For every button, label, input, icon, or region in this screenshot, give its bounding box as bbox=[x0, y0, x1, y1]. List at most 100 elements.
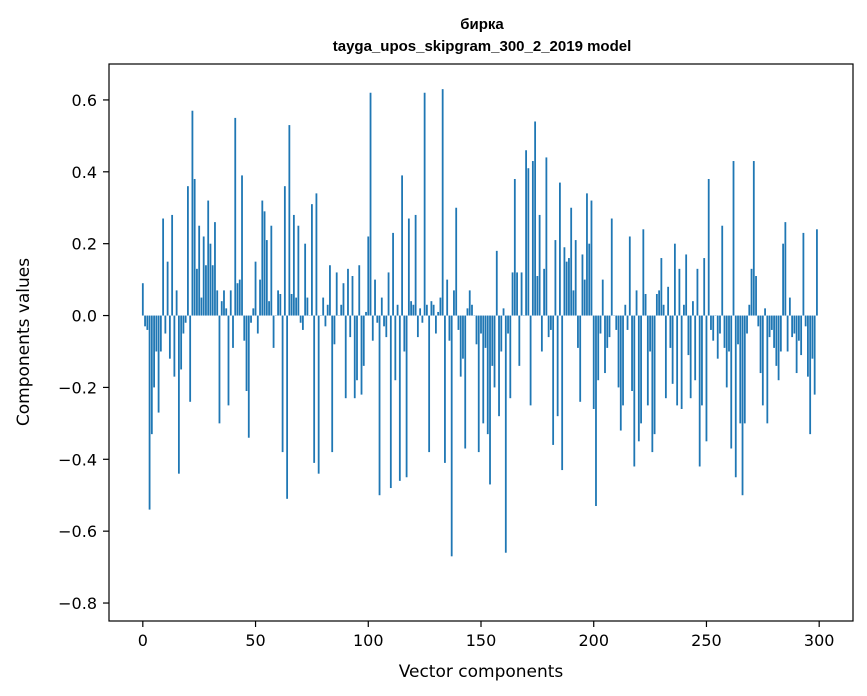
bar bbox=[628, 236, 631, 316]
bar bbox=[159, 315, 162, 352]
bar bbox=[683, 304, 685, 316]
bar bbox=[367, 236, 370, 316]
bar bbox=[335, 272, 338, 316]
bar bbox=[624, 304, 627, 316]
bar bbox=[344, 315, 347, 399]
bar bbox=[527, 168, 530, 316]
bar bbox=[775, 315, 778, 366]
bar bbox=[358, 265, 361, 316]
y-tick-label: 0.0 bbox=[72, 307, 97, 326]
bar bbox=[349, 315, 352, 338]
bar bbox=[256, 315, 259, 334]
bar bbox=[250, 315, 252, 323]
bar bbox=[315, 193, 318, 316]
bar bbox=[750, 268, 753, 316]
bar bbox=[610, 218, 613, 316]
bar bbox=[277, 290, 279, 316]
bar bbox=[283, 186, 286, 316]
bar bbox=[225, 308, 228, 316]
bar bbox=[200, 297, 203, 316]
bar bbox=[362, 315, 365, 366]
bar bbox=[658, 290, 661, 316]
bar bbox=[782, 243, 785, 316]
bar bbox=[493, 315, 496, 388]
bar bbox=[680, 315, 683, 409]
bar bbox=[561, 315, 564, 471]
bar bbox=[243, 315, 246, 341]
bar bbox=[146, 315, 149, 330]
bar bbox=[813, 315, 816, 395]
bar bbox=[507, 315, 509, 334]
bar bbox=[403, 315, 406, 352]
bar bbox=[414, 214, 417, 316]
bar bbox=[719, 315, 721, 334]
bar bbox=[734, 315, 737, 478]
bar bbox=[698, 315, 701, 467]
bars-group bbox=[141, 89, 818, 557]
bar bbox=[166, 261, 169, 316]
bar bbox=[196, 268, 198, 316]
bar bbox=[184, 315, 187, 323]
bar bbox=[164, 315, 167, 334]
bar bbox=[405, 315, 408, 478]
bar bbox=[619, 315, 622, 431]
bar bbox=[374, 279, 376, 316]
bar bbox=[153, 315, 155, 388]
bar bbox=[509, 315, 512, 399]
bar bbox=[559, 182, 561, 316]
bar bbox=[572, 290, 575, 316]
bar bbox=[685, 254, 688, 316]
bar bbox=[565, 261, 568, 316]
bar bbox=[340, 304, 343, 316]
bar bbox=[723, 315, 726, 348]
bar bbox=[637, 315, 640, 442]
bar bbox=[615, 315, 618, 330]
bar bbox=[177, 315, 180, 474]
bar bbox=[209, 243, 212, 316]
bar bbox=[644, 293, 647, 316]
bar bbox=[462, 315, 464, 359]
bar bbox=[342, 283, 345, 316]
bar bbox=[651, 315, 654, 453]
bar bbox=[649, 315, 651, 352]
bar bbox=[304, 243, 307, 316]
bar bbox=[369, 92, 372, 316]
bar bbox=[207, 200, 210, 316]
bar bbox=[412, 304, 415, 316]
y-tick-label: −0.6 bbox=[58, 522, 97, 541]
bar bbox=[245, 315, 248, 392]
bar bbox=[168, 315, 171, 359]
bar bbox=[520, 272, 523, 316]
x-tick-label: 50 bbox=[245, 631, 265, 650]
bar bbox=[678, 268, 681, 316]
bar bbox=[529, 315, 532, 406]
bar bbox=[423, 92, 426, 316]
bar bbox=[241, 175, 243, 316]
bar bbox=[144, 315, 146, 327]
bar bbox=[202, 236, 205, 316]
bar bbox=[292, 214, 295, 316]
bar bbox=[504, 315, 507, 553]
bar bbox=[475, 315, 478, 345]
bar bbox=[752, 161, 755, 316]
bar bbox=[563, 247, 566, 316]
y-tick-label: 0.4 bbox=[72, 163, 97, 182]
bar bbox=[150, 315, 153, 435]
bar bbox=[655, 293, 658, 316]
bar bbox=[583, 279, 586, 316]
bar bbox=[216, 290, 219, 316]
bar bbox=[306, 297, 309, 316]
bar bbox=[653, 315, 656, 435]
y-axis-ticks: −0.8 −0.6 −0.4 −0.2 0.0 0.2 0.4 0.6 bbox=[58, 91, 109, 613]
bar bbox=[477, 315, 480, 453]
bar bbox=[329, 265, 331, 316]
bar bbox=[331, 315, 334, 453]
bar bbox=[455, 207, 458, 316]
bar bbox=[743, 315, 746, 424]
bar bbox=[538, 214, 541, 316]
bar bbox=[299, 315, 302, 323]
bar bbox=[457, 315, 460, 330]
bar bbox=[270, 225, 273, 316]
bar bbox=[577, 315, 579, 348]
bar bbox=[491, 315, 494, 366]
